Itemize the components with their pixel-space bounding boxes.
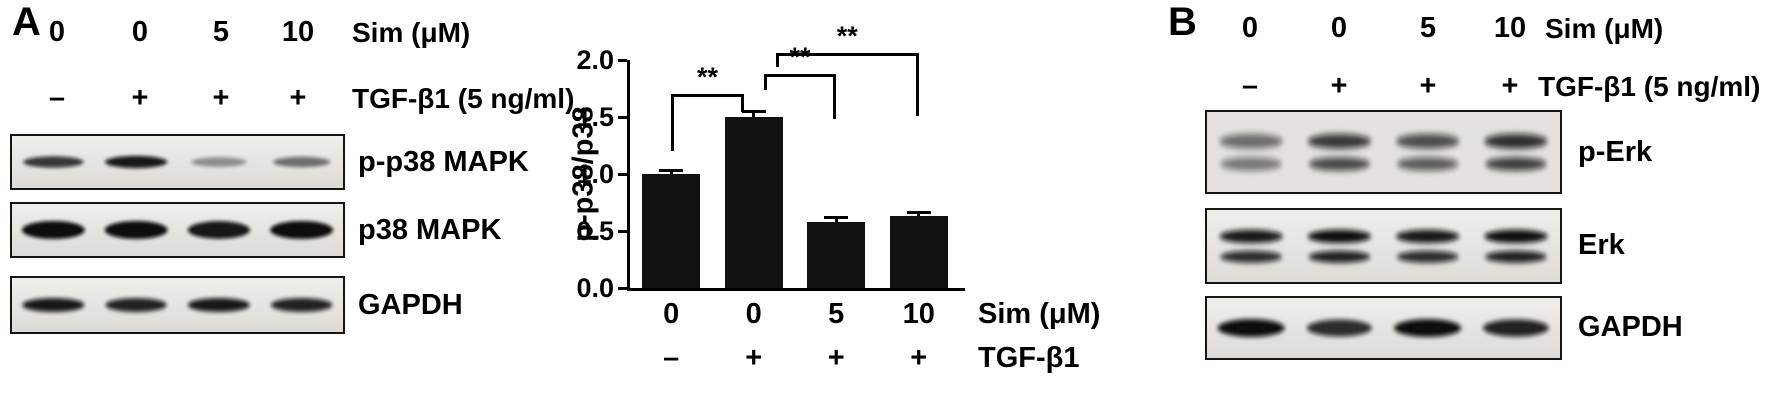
blot-label-erk: Erk [1578, 229, 1625, 261]
blot-bands-svg [22, 298, 333, 312]
error-bar-cap [741, 110, 766, 114]
bar [807, 221, 866, 288]
blot-strip-erk [1205, 208, 1562, 284]
significance-bracket [671, 94, 744, 98]
blot-label-p-erk: p-Erk [1578, 136, 1653, 168]
blot-strip-p-p38-mapk [10, 134, 345, 190]
blot-bands-svg [21, 220, 334, 240]
bar-chart: p-p38/p38 0.0 0.5 1.0 1.5 2.0 ** ** ** 0 0 5 10 Sim … [552, 23, 1101, 412]
bar [889, 216, 948, 288]
panel-a-dose-value-1: 0 [48, 16, 66, 48]
significance-bracket-leg [763, 73, 767, 90]
error-bar [834, 218, 838, 222]
blot-strip-gapdh-a [10, 276, 345, 334]
blot-label-gapdh-a: GAPDH [358, 289, 463, 321]
error-bar-cap [906, 210, 931, 214]
panel-b-tgf-sign-1: – [1241, 70, 1259, 102]
panel-b-label: B [1168, 0, 1197, 44]
y-tick-label: 2.0 [576, 45, 614, 75]
error-bar-cap [659, 168, 684, 172]
blot-label-gapdh-b: GAPDH [1578, 311, 1683, 343]
x-axis-value: + [745, 342, 763, 374]
significance-bracket-leg [671, 94, 675, 152]
y-tick-mark [618, 229, 627, 233]
panel-a-label: A [12, 0, 41, 44]
x-axis-value: 0 [745, 298, 762, 330]
x-axis-value: + [910, 342, 928, 374]
significance-bracket-leg [833, 73, 837, 120]
panel-b-tgf-sign-3: + [1419, 70, 1437, 102]
panel-b-tgf-sign-4: + [1501, 70, 1519, 102]
panel-a-tgf-unit-label: TGF-β1 (5 ng/ml) [352, 83, 575, 114]
blot-bands-svg [23, 155, 331, 169]
panel-a-dose-value-4: 10 [281, 16, 315, 48]
x-axis-line [627, 288, 965, 291]
blot-strip-p38-mapk [10, 202, 345, 258]
x-axis-row-label: TGF-β1 [978, 342, 1080, 374]
error-bar [669, 170, 673, 174]
panel-b-dose-value-3: 5 [1419, 12, 1437, 44]
panel-b-tgf-unit-label: TGF-β1 (5 ng/ml) [1538, 71, 1761, 102]
significance-label: ** [696, 62, 719, 93]
x-axis-value: 0 [663, 298, 680, 330]
y-tick-mark [618, 58, 627, 62]
y-tick-label: 0.0 [576, 273, 614, 303]
significance-bracket-leg [740, 94, 744, 113]
panel-a-tgf-sign-3: + [212, 82, 230, 114]
x-axis-value: + [827, 342, 845, 374]
bar [642, 174, 701, 288]
panel-a-tgf-sign-2: + [131, 82, 149, 114]
y-tick-mark [618, 172, 627, 176]
error-bar [752, 112, 756, 117]
panel-b-dose-value-2: 0 [1330, 12, 1348, 44]
blot-label-p-p38-mapk: p-p38 MAPK [358, 146, 529, 178]
significance-label: ** [789, 41, 811, 72]
blot-strip-p-erk [1205, 110, 1562, 194]
panel-a-tgf-sign-1: – [48, 82, 66, 114]
bar [724, 117, 783, 288]
blot-strip-gapdh-b [1205, 296, 1562, 360]
significance-bracket [763, 73, 837, 77]
y-tick-mark [618, 286, 627, 290]
y-tick-label: 0.5 [576, 216, 614, 246]
panel-b-dose-value-1: 0 [1241, 12, 1259, 44]
significance-bracket [775, 53, 919, 57]
blot-bands-svg [1219, 134, 1548, 171]
x-axis-value: 5 [828, 298, 845, 330]
panel-a-dose-value-2: 0 [131, 16, 149, 48]
significance-bracket-leg [915, 53, 919, 116]
x-axis-row-label: Sim (μM) [978, 298, 1101, 330]
error-bar [917, 212, 921, 217]
significance-label: ** [836, 21, 858, 52]
significance-bracket-leg [775, 53, 779, 67]
panel-a-tgf-sign-4: + [289, 82, 307, 114]
panel-a-sim-unit-label: Sim (μM) [352, 17, 471, 48]
panel-a-dose-value-3: 5 [212, 16, 230, 48]
blot-bands-svg [1219, 229, 1548, 263]
panel-b-tgf-sign-2: + [1330, 70, 1348, 102]
y-axis-line [627, 60, 630, 291]
y-tick-mark [618, 115, 627, 119]
blot-label-p38-mapk: p38 MAPK [358, 214, 502, 246]
blot-bands-svg [1217, 319, 1549, 337]
error-bar-cap [824, 216, 849, 220]
y-tick-label: 1.0 [576, 159, 614, 189]
y-tick-label: 1.5 [576, 102, 614, 132]
panel-b-dose-value-4: 10 [1493, 12, 1527, 44]
panel-b-sim-unit-label: Sim (μM) [1545, 13, 1664, 44]
x-axis-value: – [663, 342, 680, 374]
x-axis-value: 10 [902, 298, 935, 330]
